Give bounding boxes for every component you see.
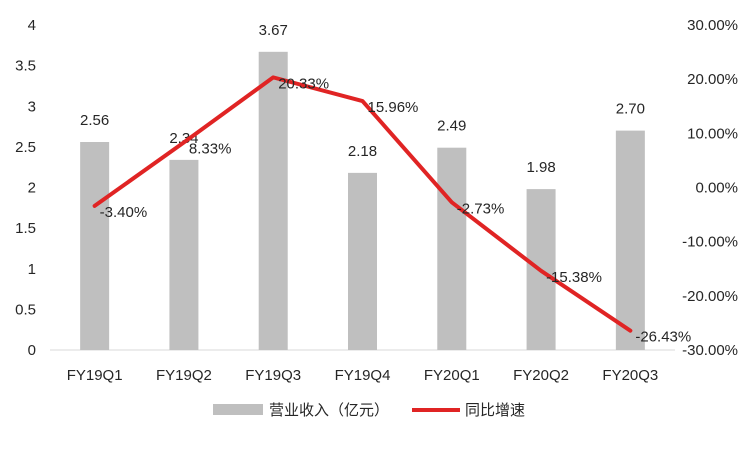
revenue-bar xyxy=(615,130,645,350)
revenue-data-label: 2.70 xyxy=(616,101,645,118)
x-category-label: FY20Q1 xyxy=(424,367,480,384)
y-right-tick-label: 30.00% xyxy=(687,17,738,34)
growth-data-label: 20.33% xyxy=(278,75,329,92)
y-left-tick-label: 0 xyxy=(28,342,36,359)
growth-data-label: -3.40% xyxy=(100,204,148,221)
x-category-label: FY19Q1 xyxy=(67,367,123,384)
y-right-tick-label: 20.00% xyxy=(687,71,738,88)
y-left-tick-label: 2 xyxy=(28,180,36,197)
growth-data-label: 8.33% xyxy=(189,140,232,157)
growth-data-label: -15.38% xyxy=(546,269,602,286)
revenue-data-label: 2.18 xyxy=(348,143,377,160)
y-left-tick-label: 3 xyxy=(28,98,36,115)
x-category-label: FY20Q2 xyxy=(513,367,569,384)
revenue-data-label: 2.56 xyxy=(80,112,109,129)
revenue-bar xyxy=(80,142,110,350)
revenue-data-label: 2.49 xyxy=(437,118,466,135)
y-left-tick-label: 3.5 xyxy=(15,58,36,75)
legend-swatch-revenue xyxy=(213,404,263,415)
revenue-data-label: 3.67 xyxy=(259,22,288,39)
x-category-label: FY20Q3 xyxy=(602,367,658,384)
y-right-tick-label: 10.00% xyxy=(687,125,738,142)
y-left-tick-label: 4 xyxy=(28,17,36,34)
revenue-data-label: 2.34 xyxy=(169,130,198,147)
y-left-tick-label: 2.5 xyxy=(15,139,36,156)
y-left-tick-label: 0.5 xyxy=(15,301,36,318)
legend-label-revenue: 营业收入（亿元） xyxy=(269,401,389,419)
revenue-bar xyxy=(169,159,199,350)
revenue-bar xyxy=(348,172,377,350)
y-right-tick-label: -30.00% xyxy=(682,342,738,359)
y-left-tick-label: 1 xyxy=(28,261,36,278)
y-right-tick-label: 0.00% xyxy=(695,180,738,197)
growth-data-label: 15.96% xyxy=(368,99,419,116)
y-right-tick-label: -10.00% xyxy=(682,234,738,251)
growth-data-label: -26.43% xyxy=(635,329,691,346)
revenue-bar xyxy=(258,51,288,350)
revenue-data-label: 1.98 xyxy=(526,159,555,176)
x-category-label: FY19Q2 xyxy=(156,367,212,384)
revenue-bar xyxy=(437,147,467,350)
growth-line xyxy=(92,75,633,333)
y-left-tick-label: 1.5 xyxy=(15,220,36,237)
growth-data-label: -2.73% xyxy=(457,200,505,217)
y-right-tick-label: -20.00% xyxy=(682,288,738,305)
x-category-label: FY19Q4 xyxy=(335,367,391,384)
legend-label-growth: 同比增速 xyxy=(465,401,525,419)
x-category-label: FY19Q3 xyxy=(245,367,301,384)
